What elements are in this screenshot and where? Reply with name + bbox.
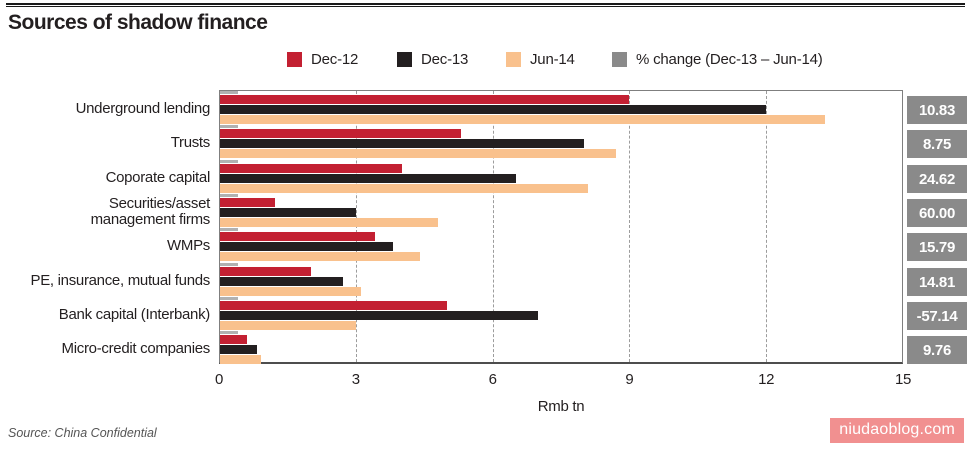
gridline-9	[629, 91, 631, 362]
x-tick-label-3: 3	[351, 371, 360, 388]
gridline-12	[765, 91, 767, 362]
pct-change-marker-bar	[220, 91, 239, 94]
x-tick-label-12: 12	[758, 371, 775, 388]
bar-group	[220, 228, 902, 262]
legend: Dec-12 Dec-13 Jun-14 % change (Dec-13 – …	[0, 51, 969, 69]
x-tick-label-6: 6	[488, 371, 497, 388]
legend-label-dec12: Dec-12	[311, 51, 359, 68]
bar-jun-14	[220, 218, 439, 227]
category-label: Securities/asset management firms	[90, 194, 211, 228]
pct-change-marker-bar	[220, 331, 239, 334]
bar-dec-12	[220, 129, 461, 138]
x-axis-ticks: 0 3 6 9 12 15	[215, 371, 911, 389]
legend-swatch-pct-change-icon	[612, 52, 627, 67]
category-label: Bank capital (Interbank)	[58, 305, 211, 323]
bar-dec-13	[220, 105, 766, 114]
bar-group	[220, 194, 902, 228]
x-tick-label-15: 15	[894, 371, 912, 388]
bar-jun-14	[220, 355, 261, 364]
pct-change-marker-bar	[220, 160, 239, 163]
x-tick-label-9: 9	[625, 371, 634, 388]
category-label: Micro-credit companies	[61, 339, 211, 357]
gridline-6	[492, 91, 494, 362]
legend-item-dec13: Dec-13	[397, 51, 468, 68]
legend-item-dec12: Dec-12	[287, 51, 358, 68]
bar-dec-13	[220, 174, 516, 183]
pct-change-value-box: -57.14	[907, 302, 967, 330]
legend-item-pct-change: % change (Dec-13 – Jun-14)	[612, 51, 823, 68]
pct-change-value-box: 60.00	[907, 199, 967, 227]
pct-change-marker-bar	[220, 194, 239, 197]
bar-group	[220, 91, 902, 125]
source-note: Source: China Confidential	[8, 426, 157, 440]
legend-item-jun14: Jun-14	[506, 51, 575, 68]
bar-dec-12	[220, 267, 311, 276]
pct-change-value-box: 14.81	[907, 268, 967, 296]
category-label: PE, insurance, mutual funds	[30, 271, 210, 289]
bar-dec-13	[220, 139, 584, 148]
bar-dec-13	[220, 311, 539, 320]
plot-area	[219, 90, 903, 364]
pct-change-value-box: 8.75	[907, 130, 967, 158]
bar-group	[220, 263, 902, 297]
bar-group	[220, 125, 902, 159]
watermark: niudaoblog.com	[830, 418, 964, 443]
pct-change-value-box: 9.76	[907, 336, 967, 364]
bar-dec-12	[220, 335, 248, 344]
bar-jun-14	[220, 321, 357, 330]
bar-dec-13	[220, 242, 393, 251]
bar-jun-14	[220, 115, 825, 124]
bar-dec-13	[220, 345, 258, 354]
pct-change-marker-bar	[220, 297, 239, 300]
bar-dec-13	[220, 208, 357, 217]
category-label: Coporate capital	[105, 168, 211, 186]
pct-change-value-box: 10.83	[907, 96, 967, 124]
bar-jun-14	[220, 149, 616, 158]
bar-dec-12	[220, 301, 448, 310]
category-label: WMPs	[167, 236, 210, 254]
bar-dec-12	[220, 198, 275, 207]
legend-label-pct-change: % change (Dec-13 – Jun-14)	[636, 51, 823, 68]
bar-jun-14	[220, 252, 421, 261]
pct-change-marker-bar	[220, 263, 239, 266]
legend-swatch-dec12-icon	[287, 52, 302, 67]
bar-jun-14	[220, 184, 589, 193]
bar-group	[220, 297, 902, 331]
bar-dec-12	[220, 232, 375, 241]
pct-change-marker-bar	[220, 228, 239, 231]
bar-group	[220, 331, 902, 365]
legend-swatch-jun14-icon	[506, 52, 521, 67]
x-tick-label-0: 0	[214, 371, 224, 388]
pct-change-value-box: 24.62	[907, 165, 967, 193]
legend-label-jun14: Jun-14	[530, 51, 575, 68]
chart-title: Sources of shadow finance	[8, 11, 268, 34]
bar-dec-13	[220, 277, 343, 286]
bar-jun-14	[220, 287, 361, 296]
category-label: Underground lending	[75, 99, 211, 117]
bar-dec-12	[220, 95, 630, 104]
category-label: Trusts	[170, 133, 211, 151]
legend-swatch-dec13-icon	[397, 52, 412, 67]
bar-group	[220, 160, 902, 194]
pct-change-marker-bar	[220, 125, 239, 128]
bar-dec-12	[220, 164, 402, 173]
top-rule	[6, 3, 965, 7]
x-axis-label: Rmb tn	[537, 398, 585, 415]
pct-change-value-box: 15.79	[907, 233, 967, 261]
legend-label-dec13: Dec-13	[421, 51, 469, 68]
